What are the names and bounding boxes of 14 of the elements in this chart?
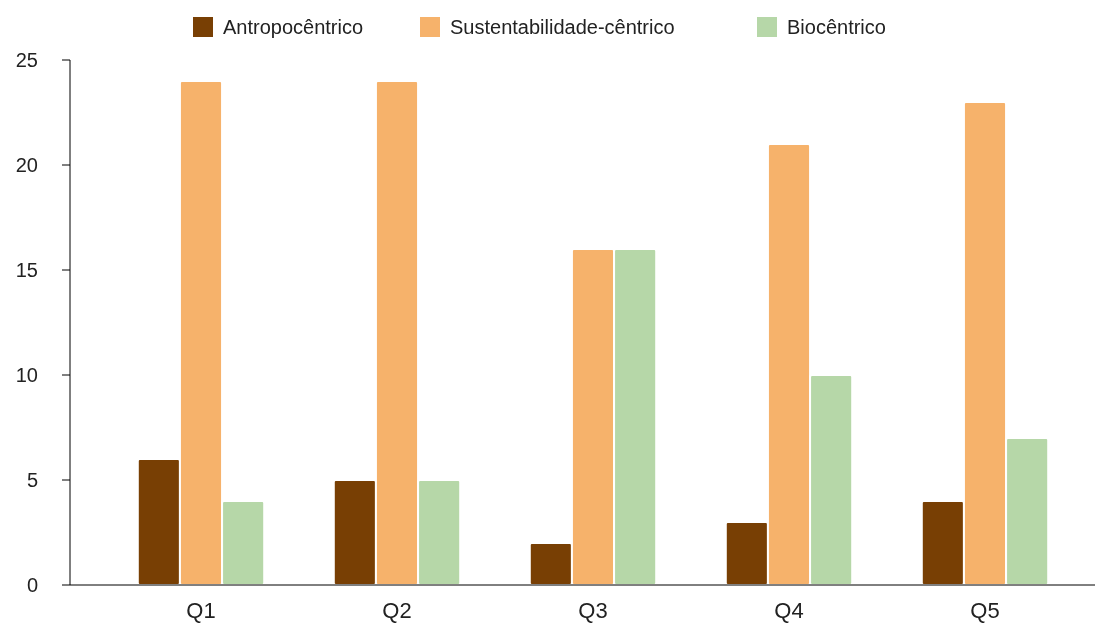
x-tick-label: Q5 <box>970 598 1000 623</box>
legend-label: Antropocêntrico <box>223 16 364 38</box>
x-tick-label: Q4 <box>774 598 804 623</box>
legend-label: Biocêntrico <box>787 16 886 38</box>
x-tick-label: Q3 <box>578 598 608 623</box>
y-tick-label: 15 <box>15 259 38 281</box>
y-tick-label: 5 <box>26 469 38 491</box>
x-tick-label: Q1 <box>186 598 216 623</box>
y-tick-label: 10 <box>15 364 38 386</box>
y-tick-label: 20 <box>15 154 38 176</box>
legend-label: Sustentabilidade-cêntrico <box>450 16 675 38</box>
y-tick-label: 25 <box>15 49 38 71</box>
y-tick-label: 0 <box>26 574 38 596</box>
x-tick-label: Q2 <box>382 598 412 623</box>
